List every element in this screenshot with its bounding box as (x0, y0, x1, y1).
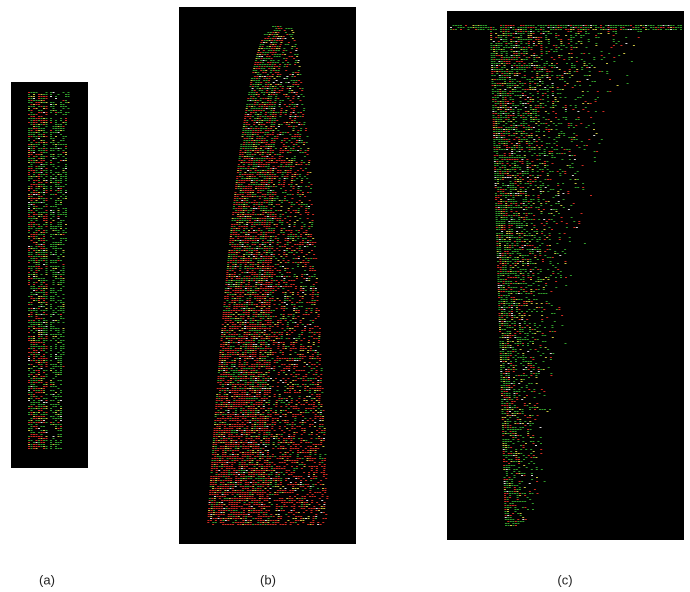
panel-label: (c) (557, 572, 572, 587)
dots (28, 25, 682, 526)
panel-label: (a) (39, 572, 55, 587)
panel-b (179, 7, 356, 544)
dot-layer (28, 25, 682, 526)
panel-a (11, 82, 88, 468)
panel-label: (b) (260, 572, 276, 587)
panel-c (447, 11, 684, 540)
